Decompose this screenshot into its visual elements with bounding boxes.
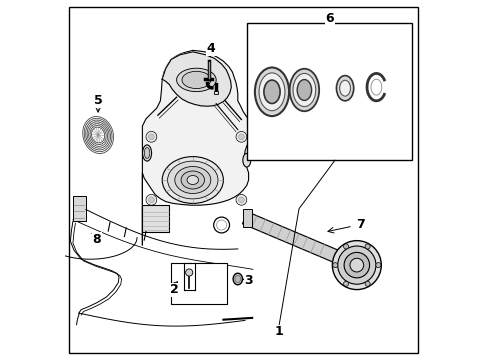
Ellipse shape	[145, 148, 150, 158]
Circle shape	[365, 281, 370, 286]
Text: 4: 4	[206, 42, 215, 55]
Bar	[73, 196, 86, 221]
Circle shape	[148, 134, 154, 140]
Ellipse shape	[297, 80, 312, 100]
Polygon shape	[243, 212, 341, 264]
Circle shape	[146, 194, 157, 205]
Circle shape	[376, 262, 381, 267]
Ellipse shape	[182, 71, 211, 89]
Ellipse shape	[290, 69, 319, 111]
Text: 1: 1	[275, 325, 284, 338]
Ellipse shape	[259, 73, 285, 111]
Ellipse shape	[235, 275, 241, 283]
Circle shape	[236, 194, 247, 205]
Ellipse shape	[175, 166, 211, 194]
Circle shape	[333, 262, 338, 267]
Circle shape	[146, 131, 157, 142]
Text: 6: 6	[325, 12, 334, 25]
Ellipse shape	[293, 73, 316, 107]
Polygon shape	[162, 52, 231, 106]
Ellipse shape	[181, 171, 204, 189]
Polygon shape	[143, 50, 253, 245]
Circle shape	[186, 269, 193, 276]
Circle shape	[338, 246, 376, 284]
Circle shape	[343, 244, 348, 249]
Text: 2: 2	[171, 283, 179, 296]
Ellipse shape	[168, 161, 218, 199]
Circle shape	[365, 244, 370, 249]
Bar	[243, 209, 252, 227]
Text: 7: 7	[356, 219, 365, 231]
Circle shape	[350, 258, 364, 272]
Bar	[171, 263, 227, 304]
Circle shape	[239, 197, 245, 203]
Ellipse shape	[337, 76, 354, 101]
Circle shape	[239, 134, 245, 140]
Text: 8: 8	[93, 233, 101, 246]
Ellipse shape	[264, 80, 280, 104]
Text: 5: 5	[94, 94, 102, 107]
Ellipse shape	[176, 68, 216, 91]
Ellipse shape	[162, 157, 223, 203]
Ellipse shape	[340, 80, 350, 96]
Ellipse shape	[255, 68, 289, 116]
Ellipse shape	[243, 153, 251, 167]
Bar	[215, 91, 218, 94]
Circle shape	[332, 240, 381, 289]
Bar	[143, 205, 170, 232]
Circle shape	[344, 252, 369, 278]
Ellipse shape	[233, 273, 243, 285]
Ellipse shape	[143, 145, 151, 161]
Circle shape	[236, 131, 247, 142]
Ellipse shape	[187, 175, 198, 184]
Circle shape	[343, 281, 348, 286]
Text: 3: 3	[245, 274, 253, 287]
Bar	[247, 23, 413, 160]
Circle shape	[148, 197, 154, 203]
